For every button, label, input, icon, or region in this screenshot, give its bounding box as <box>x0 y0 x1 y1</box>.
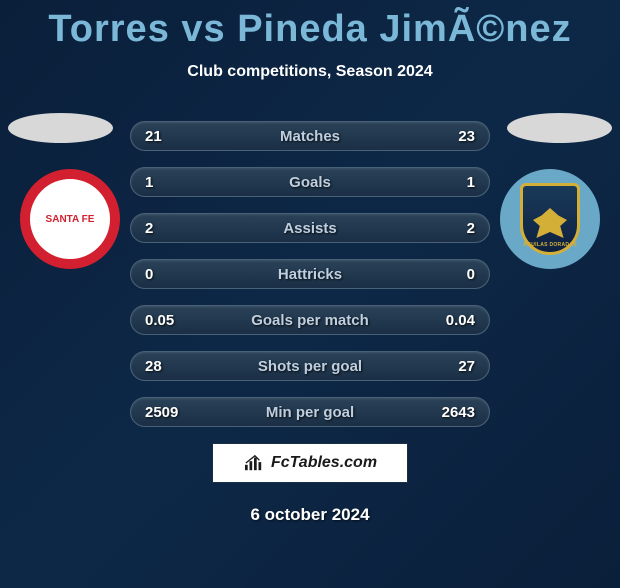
stat-label: Hattricks <box>278 266 342 283</box>
page-subtitle: Club competitions, Season 2024 <box>0 63 620 81</box>
stat-row: 0 Hattricks 0 <box>130 259 490 289</box>
stat-label: Matches <box>280 128 340 145</box>
team-right-shield: AGUILAS DORADAS <box>520 183 580 255</box>
stat-right-value: 2643 <box>425 404 475 421</box>
stat-right-value: 2 <box>425 220 475 237</box>
stat-right-value: 1 <box>425 174 475 191</box>
stat-right-value: 0 <box>425 266 475 283</box>
stat-left-value: 0.05 <box>145 312 195 329</box>
eagle-icon <box>533 208 567 238</box>
stat-row: 1 Goals 1 <box>130 167 490 197</box>
stat-left-value: 1 <box>145 174 195 191</box>
stat-left-value: 28 <box>145 358 195 375</box>
stats-list: 21 Matches 23 1 Goals 1 2 Assists 2 0 Ha… <box>130 121 490 427</box>
stat-label: Assists <box>283 220 336 237</box>
stat-left-value: 2509 <box>145 404 195 421</box>
stat-right-value: 0.04 <box>425 312 475 329</box>
stat-left-value: 0 <box>145 266 195 283</box>
stat-row: 2 Assists 2 <box>130 213 490 243</box>
stat-row: 28 Shots per goal 27 <box>130 351 490 381</box>
player-left-portrait <box>8 113 113 143</box>
stat-row: 21 Matches 23 <box>130 121 490 151</box>
team-left-crest-label: SANTA FE <box>46 214 95 225</box>
stat-right-value: 27 <box>425 358 475 375</box>
stat-right-value: 23 <box>425 128 475 145</box>
stat-row: 2509 Min per goal 2643 <box>130 397 490 427</box>
chart-icon <box>243 454 265 472</box>
footer-date: 6 october 2024 <box>0 505 620 525</box>
stat-label: Goals per match <box>251 312 369 329</box>
player-right-portrait <box>507 113 612 143</box>
team-right-crest: AGUILAS DORADAS <box>500 169 600 269</box>
team-right-crest-label: AGUILAS DORADAS <box>523 242 577 248</box>
brand-text: FcTables.com <box>271 454 377 472</box>
page-title: Torres vs Pineda JimÃ©nez <box>0 8 620 51</box>
stat-left-value: 2 <box>145 220 195 237</box>
stat-label: Min per goal <box>266 404 354 421</box>
team-left-crest: SANTA FE <box>20 169 120 269</box>
stat-row: 0.05 Goals per match 0.04 <box>130 305 490 335</box>
brand-badge: FcTables.com <box>212 443 408 483</box>
comparison-panel: SANTA FE AGUILAS DORADAS 21 Matches 23 1… <box>0 121 620 525</box>
stat-left-value: 21 <box>145 128 195 145</box>
stat-label: Goals <box>289 174 331 191</box>
stat-label: Shots per goal <box>258 358 362 375</box>
